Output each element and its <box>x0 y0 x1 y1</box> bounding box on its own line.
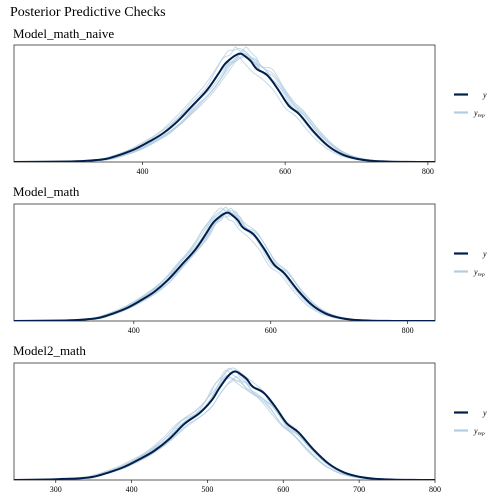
yrep-curve <box>18 55 435 162</box>
yrep-curve <box>14 46 434 162</box>
yrep-curve <box>19 55 435 162</box>
plot-frame <box>13 203 436 322</box>
yrep-curve <box>14 207 432 321</box>
legend-yrep-label: yrep <box>473 427 485 438</box>
panel-1: Model_math_naive 400 600 800 y yrep <box>13 26 487 176</box>
legend-y-label: y <box>482 250 487 259</box>
legend: y yrep <box>454 250 487 279</box>
yrep-curve <box>14 55 432 162</box>
yrep-curve <box>14 206 433 321</box>
figure-title: Posterior Predictive Checks <box>10 5 166 20</box>
yrep-curve <box>17 210 435 321</box>
y-curve <box>14 52 435 162</box>
panel-3: Model2_math 300 400 500 600 700 800 y yrep <box>13 343 487 494</box>
yrep-curve <box>14 212 431 321</box>
x-tick-label: 800 <box>429 485 441 494</box>
yrep-curve <box>20 52 435 162</box>
x-tick-label: 600 <box>277 485 289 494</box>
yrep-curve <box>14 48 432 162</box>
plot-frame <box>13 362 436 481</box>
x-tick-label: 500 <box>201 485 213 494</box>
x-tick-label: 400 <box>136 167 148 176</box>
y-curve <box>14 211 435 321</box>
legend-yrep-subscript: rep <box>478 272 485 278</box>
yrep-curve <box>16 207 435 321</box>
x-tick-label: 400 <box>128 326 140 335</box>
legend-yrep-label: yrep <box>473 268 485 279</box>
x-tick-label: 800 <box>422 167 434 176</box>
yrep-curve <box>17 212 435 321</box>
x-tick-label: 700 <box>353 485 365 494</box>
legend: y yrep <box>454 409 487 438</box>
plot-frame <box>13 44 436 163</box>
panel-title: Model2_math <box>13 343 86 358</box>
panel-title: Model_math_naive <box>13 26 114 41</box>
legend-yrep-subscript: rep <box>478 113 485 119</box>
yrep-curve <box>14 375 431 480</box>
density-curves <box>14 367 435 480</box>
legend-yrep-subscript: rep <box>478 431 485 437</box>
yrep-curve <box>14 377 430 480</box>
x-tick-label: 300 <box>50 485 62 494</box>
x-tick-label: 400 <box>126 485 138 494</box>
density-curves <box>14 46 435 162</box>
yrep-curve <box>15 212 435 321</box>
legend-yrep-label: yrep <box>473 109 485 120</box>
y-curve <box>14 370 435 480</box>
legend-y-label: y <box>482 91 487 100</box>
panel-2: Model_math 400 600 800 y yrep <box>13 184 487 335</box>
x-tick-label: 600 <box>279 167 291 176</box>
yrep-curve <box>14 376 435 480</box>
yrep-curve <box>14 378 435 480</box>
legend: y yrep <box>454 91 487 120</box>
yrep-curve <box>14 209 434 321</box>
density-curves <box>14 206 435 321</box>
x-tick-label: 600 <box>265 326 277 335</box>
panel-title: Model_math <box>13 184 80 199</box>
yrep-curve <box>14 369 434 480</box>
x-tick-label: 800 <box>402 326 414 335</box>
legend-y-label: y <box>482 409 487 418</box>
